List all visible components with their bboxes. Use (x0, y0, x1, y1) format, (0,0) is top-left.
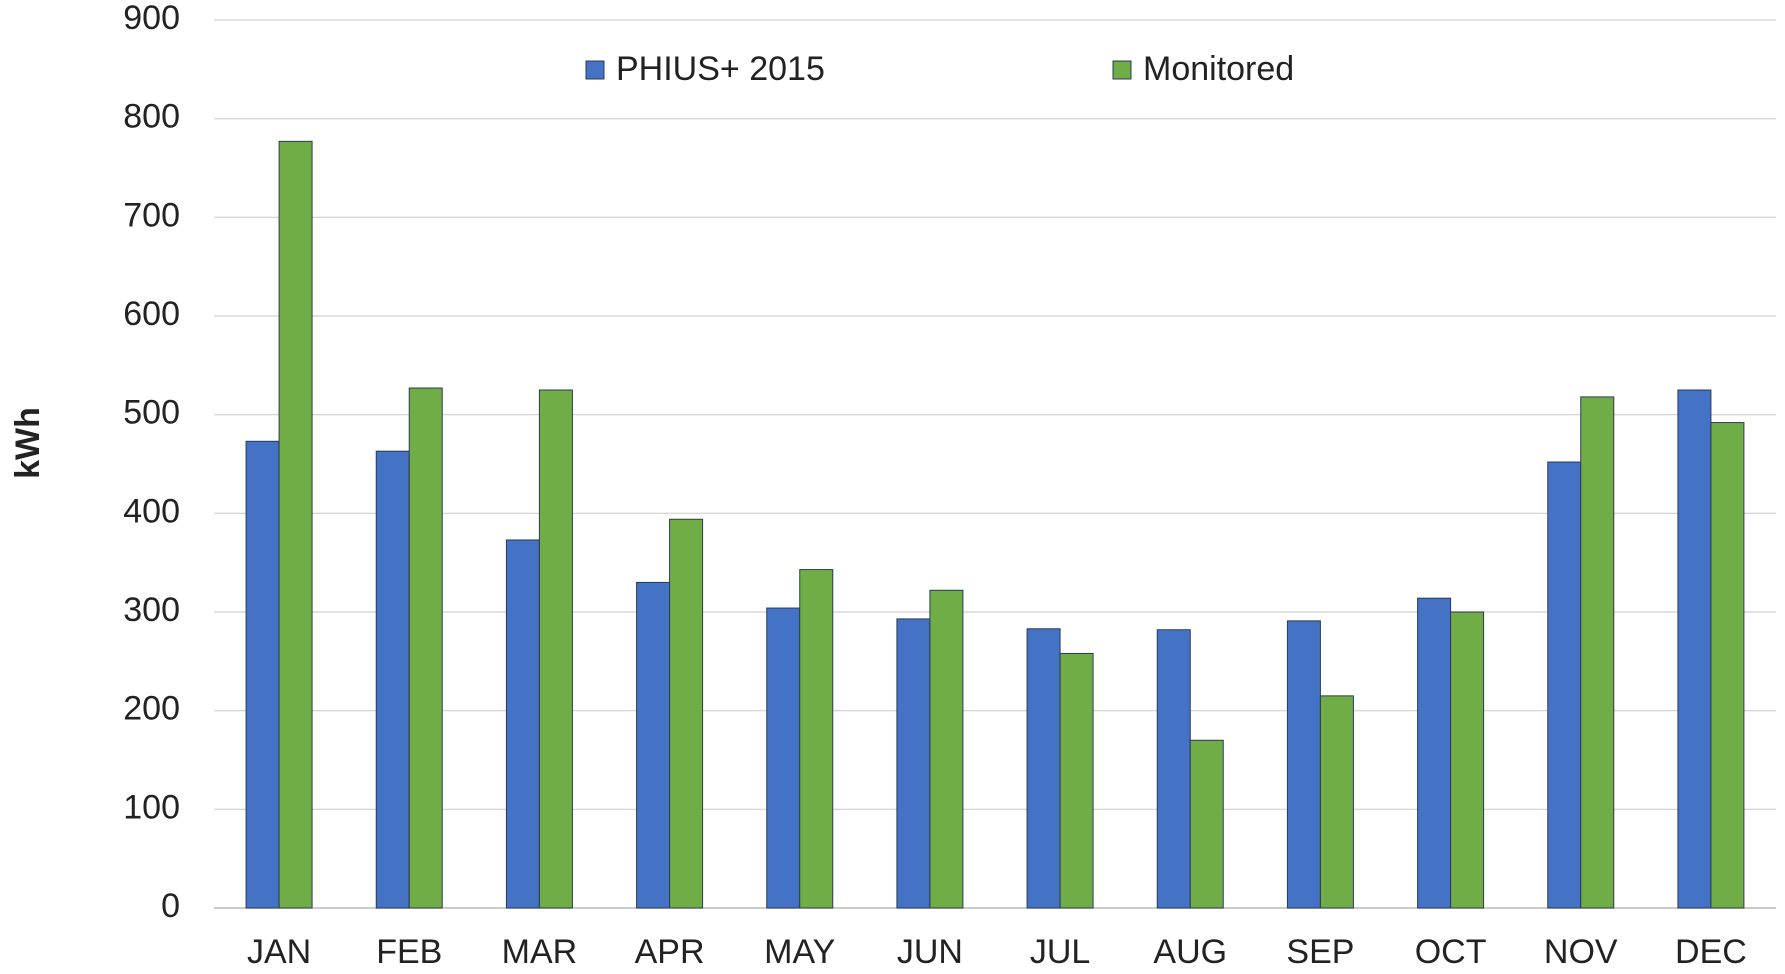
bar (896, 618, 931, 909)
bar (1580, 396, 1615, 909)
bar (1319, 695, 1354, 909)
bar (245, 440, 280, 909)
bar (1450, 611, 1485, 909)
x-tick-label: MAY (764, 933, 835, 971)
bar (1547, 461, 1582, 909)
bar (1286, 620, 1321, 909)
y-tick-label: 400 (123, 492, 180, 530)
y-axis-label: kWh (9, 407, 47, 479)
x-tick-label: AUG (1153, 933, 1227, 971)
y-tick-label: 300 (123, 591, 180, 629)
bar (1417, 597, 1452, 909)
y-tick-label: 0 (161, 887, 180, 925)
bar (669, 518, 704, 909)
bar (1059, 652, 1094, 909)
bar (1710, 422, 1745, 909)
bar (799, 569, 834, 909)
bar (408, 387, 443, 909)
legend-label: Monitored (1143, 50, 1294, 88)
x-tick-label: JAN (247, 933, 311, 971)
x-tick-label: DEC (1675, 933, 1747, 971)
y-tick-label: 700 (123, 196, 180, 234)
bar (278, 140, 313, 909)
bar (1677, 389, 1712, 909)
y-tick-label: 100 (123, 788, 180, 826)
bar (505, 539, 540, 909)
x-tick-label: NOV (1544, 933, 1618, 971)
bar (1026, 628, 1061, 909)
x-tick-label: APR (635, 933, 705, 971)
bar (375, 450, 410, 909)
y-tick-label: 200 (123, 690, 180, 728)
legend-swatch (1112, 60, 1132, 80)
x-tick-label: JUL (1030, 933, 1090, 971)
y-tick-label: 500 (123, 394, 180, 432)
legend-label: PHIUS+ 2015 (616, 50, 825, 88)
x-tick-label: OCT (1415, 933, 1487, 971)
bar (1156, 629, 1191, 909)
y-tick-label: 800 (123, 98, 180, 136)
bar (538, 389, 573, 909)
x-tick-label: JUN (897, 933, 963, 971)
x-tick-label: SEP (1286, 933, 1354, 971)
bar (929, 589, 964, 909)
y-tick-label: 900 (123, 0, 180, 37)
y-tick-label: 600 (123, 295, 180, 333)
bar (766, 607, 801, 909)
x-tick-label: MAR (502, 933, 578, 971)
bar (636, 581, 671, 909)
bar (1189, 739, 1224, 909)
x-tick-label: FEB (376, 933, 442, 971)
legend-swatch (585, 60, 605, 80)
